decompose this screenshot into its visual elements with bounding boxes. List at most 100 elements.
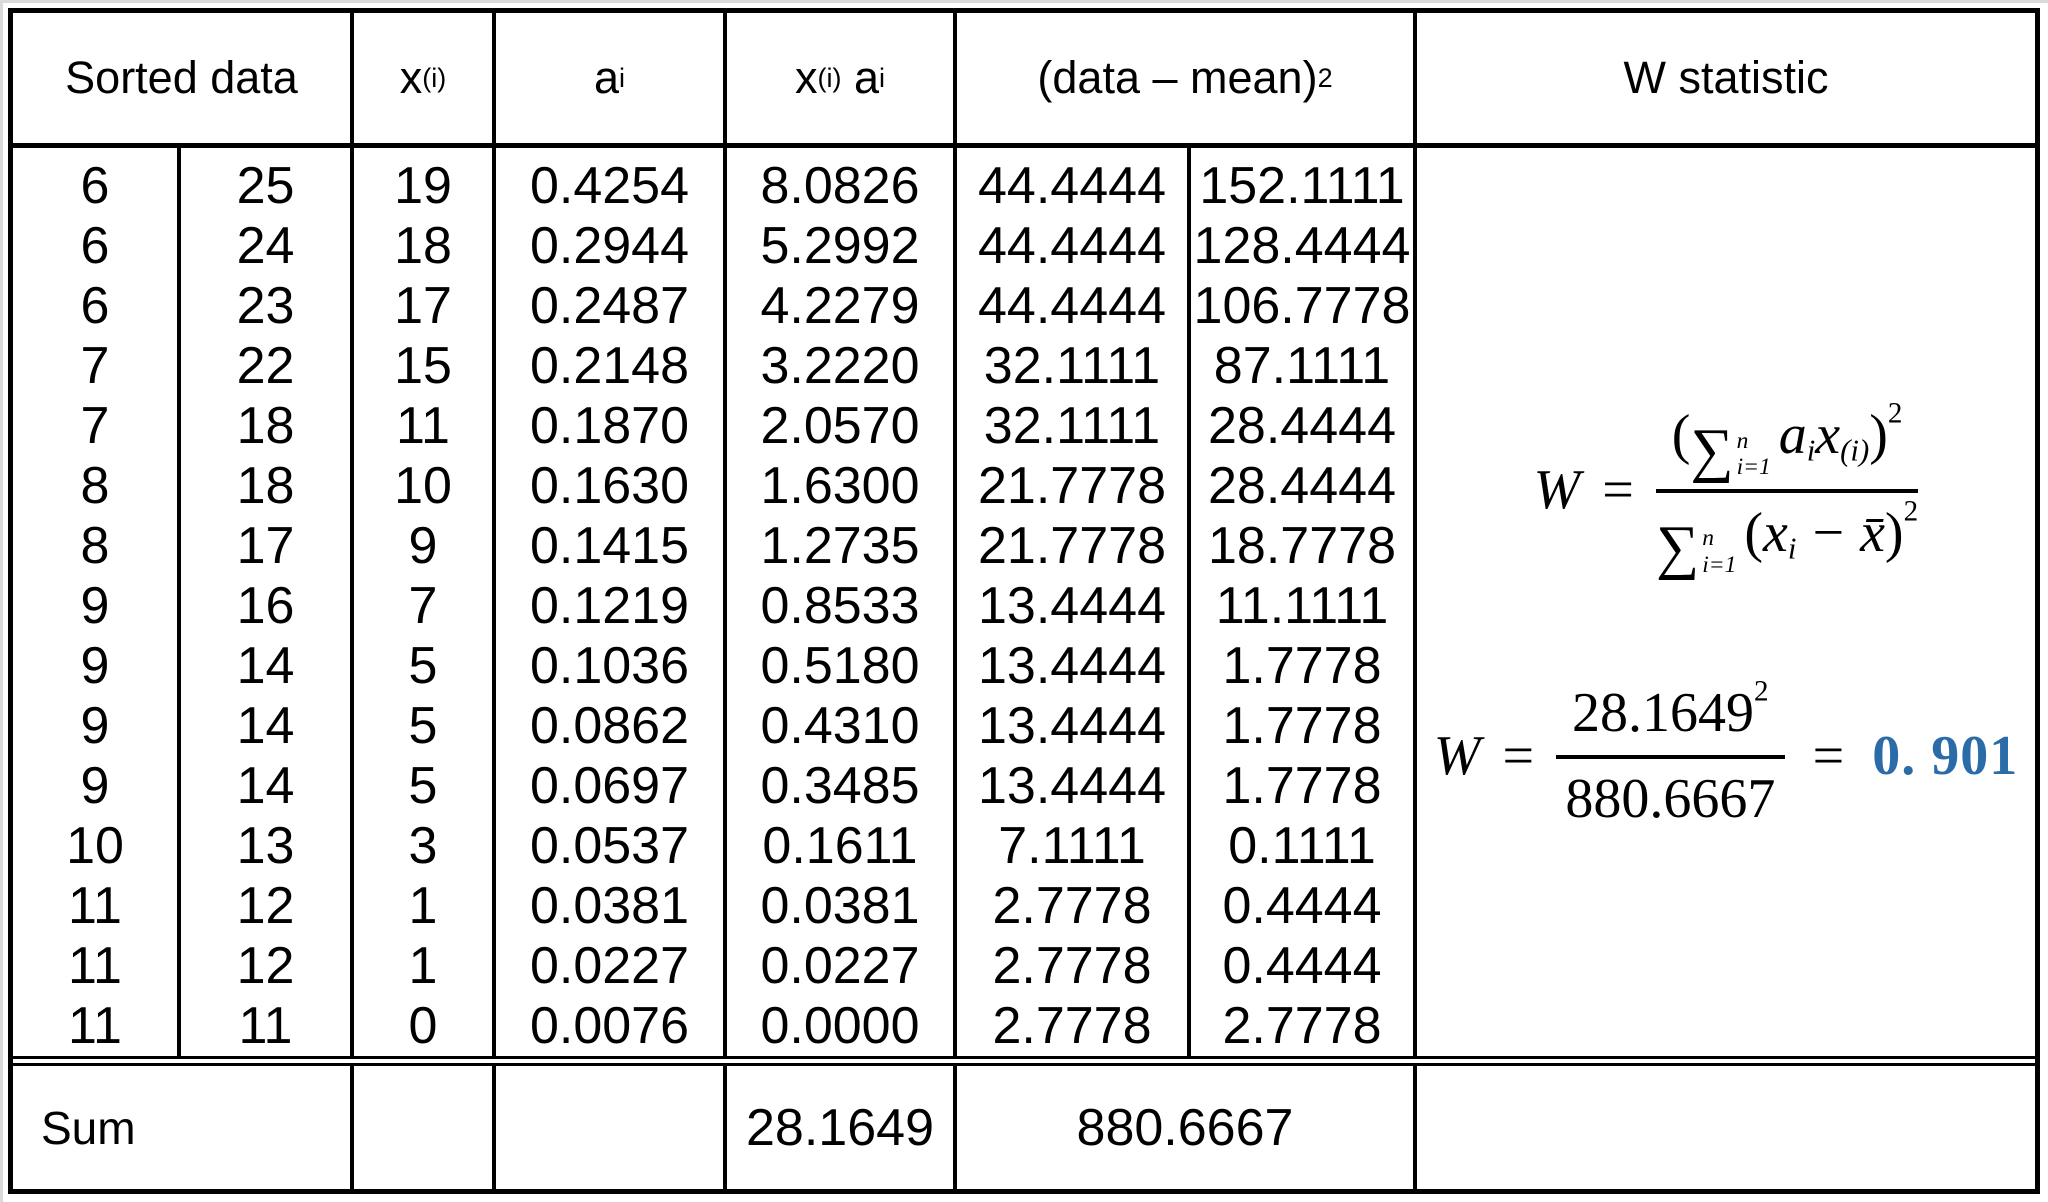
body-cell: 8 <box>80 517 110 575</box>
body-cell: 11.1111 <box>1215 577 1389 635</box>
body-cell: 3 <box>408 817 438 875</box>
a-base: a <box>593 52 620 103</box>
sigma-icon: ∑ <box>1656 514 1700 582</box>
body-cell: 0.0381 <box>760 877 920 935</box>
body-cell: 24 <box>236 217 295 275</box>
x-base: x <box>399 52 423 103</box>
body-cell: 1.7778 <box>1222 637 1382 695</box>
body-cell: 9 <box>408 517 438 575</box>
body-cell: 13.4444 <box>978 757 1166 815</box>
w-result-value: 0. 901 <box>1872 724 2019 787</box>
sum-empty-w-statistic <box>1413 1066 2035 1189</box>
body-cell: 0.0537 <box>529 817 690 875</box>
dm-exponent: 2 <box>1317 62 1333 93</box>
sum-empty-a-coef <box>492 1066 723 1189</box>
header-sorted-data-label: Sorted data <box>65 52 298 103</box>
body-cell: 2.7778 <box>1222 997 1382 1055</box>
body-cell: 18.7778 <box>1208 517 1396 575</box>
body-cell: 11 <box>68 937 122 995</box>
header-data-minus-mean-squared: (data – mean) 2 <box>953 13 1413 143</box>
body-cell: 44.4444 <box>978 157 1166 215</box>
xa-a-subscript: i <box>879 62 886 93</box>
sum-operator: ∑ n i=1 <box>1656 514 1744 582</box>
body-cell: 17 <box>394 277 452 335</box>
body-cell: 25 <box>236 157 295 215</box>
sum-label-cell: Sum <box>13 1066 350 1189</box>
body-cell: 8 <box>80 457 110 515</box>
body-cell: 0.4310 <box>760 697 920 755</box>
column-sorted-data-2: 25 24 23 22 18 18 17 16 14 14 14 13 12 12 11 <box>177 148 350 1056</box>
formula2-numerator: 28.16492 <box>1556 677 1785 759</box>
a-subscript: i <box>619 62 626 93</box>
coef-a: a <box>1778 404 1807 467</box>
body-cell: 11 <box>68 877 122 935</box>
body-cell: 16 <box>236 577 295 635</box>
sum-data-minus-mean-sq-total: 880.6667 <box>953 1066 1413 1189</box>
body-cell: 5.2992 <box>760 217 920 275</box>
x-bar: x̄ <box>1860 501 1885 564</box>
sum-empty-x-order <box>350 1066 492 1189</box>
dm-total-value: 880.6667 <box>1076 1098 1294 1157</box>
body-cell: 0.8533 <box>760 577 920 635</box>
body-cell: 0.4444 <box>1222 877 1382 935</box>
sum-lower-limit: i=1 <box>1736 454 1771 481</box>
formula1-lhs: W <box>1533 458 1581 521</box>
body-cell: 106.7778 <box>1193 277 1411 335</box>
body-cell: 13.4444 <box>978 637 1166 695</box>
body-cell: 18 <box>236 457 295 515</box>
body-cell: 3.2220 <box>760 337 920 395</box>
body-cell: 14 <box>236 757 295 815</box>
column-w-statistic: W = (∑ n i=1 aix(i))2 ∑ n i=1 (xi − x̄)2 W = 28.… <box>1413 148 2035 1056</box>
w-formula-computed: W = 28.16492 880.6667 = 0. 901 <box>1434 677 2019 831</box>
x-subscript: (i) <box>422 62 447 93</box>
body-cell: 0.1111 <box>1228 817 1376 875</box>
body-cell: 6 <box>80 157 110 215</box>
header-w-statistic: W statistic <box>1413 13 2035 143</box>
body-cell: 7 <box>408 577 438 635</box>
body-cell: 152.1111 <box>1199 157 1405 215</box>
body-cell: 14 <box>236 637 295 695</box>
body-cell: 0.2487 <box>529 277 690 335</box>
body-cell: 21.7778 <box>978 517 1166 575</box>
body-cell: 9 <box>80 637 110 695</box>
column-data-minus-mean-sq-1: 44.4444 44.4444 44.4444 32.1111 32.1111 21.77… <box>953 148 1187 1056</box>
body-cell: 10 <box>66 817 124 875</box>
body-cell: 5 <box>408 757 438 815</box>
body-cell: 2.7778 <box>992 937 1152 995</box>
denominator-exponent: 2 <box>1903 494 1919 527</box>
numerator-value: 28.1649 <box>1572 681 1755 744</box>
header-sorted-data: Sorted data <box>13 13 350 143</box>
var-x-sub: i <box>1787 531 1797 566</box>
xa-a-base: a <box>853 52 880 103</box>
column-a-coef: 0.4254 0.2944 0.2487 0.2148 0.1870 0.1630 0.14… <box>492 148 723 1056</box>
body-cell: 44.4444 <box>978 277 1166 335</box>
body-cell: 19 <box>394 157 452 215</box>
body-cell: 7 <box>80 337 110 395</box>
body-cell: 18 <box>236 397 295 455</box>
body-cell: 10 <box>394 457 452 515</box>
body-cell: 22 <box>236 337 295 395</box>
body-cell: 9 <box>80 697 110 755</box>
sum-operator: ∑ n i=1 <box>1690 420 1778 481</box>
body-cell: 11 <box>396 397 450 455</box>
open-paren: ( <box>1671 404 1691 467</box>
formula2-fraction: 28.16492 880.6667 <box>1556 677 1785 831</box>
denominator-value: 880.6667 <box>1565 767 1776 830</box>
sum-limits: n i=1 <box>1702 525 1736 578</box>
sum-label: Sum <box>41 1101 136 1154</box>
formula1-fraction: (∑ n i=1 aix(i))2 ∑ n i=1 (xi − x̄)2 <box>1655 399 1919 582</box>
dm-base: (data – mean) <box>1037 52 1318 103</box>
body-cell: 0.4254 <box>529 157 690 215</box>
body-cell: 9 <box>80 757 110 815</box>
var-x-sub: (i) <box>1840 433 1870 468</box>
body-cell: 0.0000 <box>760 997 920 1055</box>
body-cell: 13.4444 <box>978 697 1166 755</box>
formula1-denominator: ∑ n i=1 (xi − x̄)2 <box>1656 493 1919 582</box>
body-cell: 2.7778 <box>992 997 1152 1055</box>
formula1-equals: = <box>1602 458 1634 521</box>
body-cell: 17 <box>236 517 295 575</box>
body-cell: 11 <box>68 997 122 1055</box>
